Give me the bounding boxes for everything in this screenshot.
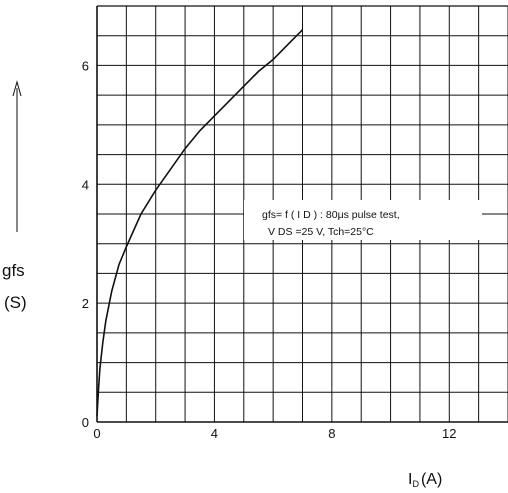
x-axis-label-sub: D [412,479,419,489]
y-tick-labels: 0 2 4 6 [82,58,89,430]
y-tick-label: 6 [82,58,89,73]
x-tick-label: 0 [93,426,100,441]
x-axis-label-unit: (A) [421,471,442,488]
annotation-line-2: V DS =25 V, Tch=25°C [268,226,374,238]
x-axis-label-main: I [408,471,412,488]
x-tick-label: 8 [328,426,335,441]
annotation-line-1: gfs= f ( I D ) : 80μs pulse test, [262,209,400,221]
x-tick-label: 4 [211,426,218,441]
y-tick-label: 4 [82,177,89,192]
y-axis-label: gfs [2,261,25,280]
x-tick-labels: 0 4 8 12 [93,426,456,441]
y-tick-label: 0 [82,415,89,430]
plot-frame [96,5,508,423]
y-axis-arrow-head [12,80,22,97]
x-tick-label: 12 [442,426,456,441]
series-line [96,29,304,417]
annotation-box [244,200,482,240]
x-axis-label: ID (A) [408,471,442,489]
y-tick-label: 2 [82,296,89,311]
y-axis-unit: (S) [4,293,27,312]
